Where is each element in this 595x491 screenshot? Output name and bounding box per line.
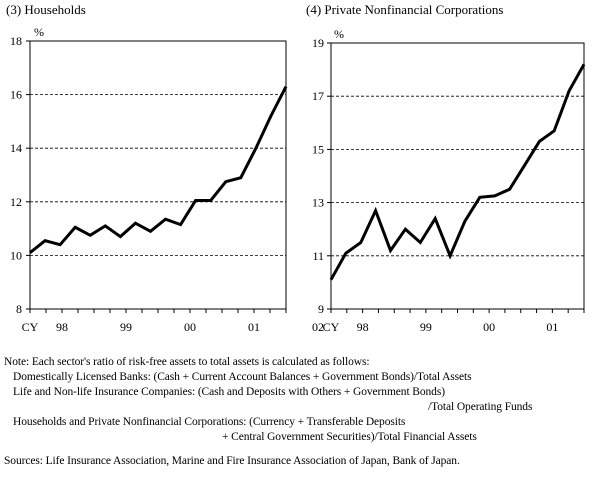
- unit-label: %: [34, 25, 44, 39]
- note-title: Note: Each sector's ratio of risk-free a…: [4, 356, 370, 368]
- series-line: [329, 63, 586, 281]
- chart-title: (4) Private Nonfinancial Corporations: [306, 2, 503, 17]
- chart-private-nonfinancial-corporations: (4) Private Nonfinancial Corporations % …: [306, 2, 586, 334]
- x-tick-label: 01: [546, 320, 558, 334]
- y-tick-label: 17: [312, 89, 324, 103]
- unit-label: %: [334, 27, 344, 41]
- x-tick-label: 98: [357, 320, 369, 334]
- series-line: [29, 85, 288, 254]
- sources-line: Sources: Life Insurance Association, Mar…: [4, 455, 460, 467]
- y-tick-label: 19: [312, 36, 324, 50]
- y-tick-label: 16: [10, 88, 22, 102]
- x-tick-label: 02: [312, 320, 324, 334]
- note-line: Domestically Licensed Banks: (Cash + Cur…: [13, 371, 472, 383]
- y-tick-label: 12: [10, 195, 22, 209]
- y-tick-label: 14: [10, 141, 22, 155]
- chart-title: (3) Households: [6, 2, 86, 17]
- x-tick-label: 00: [483, 320, 495, 334]
- note-line: + Central Government Securities)/Total F…: [222, 431, 477, 443]
- note-line: Life and Non-life Insurance Companies: (…: [13, 386, 445, 398]
- y-tick-label: 11: [312, 249, 324, 263]
- note-line: Households and Private Nonfinancial Corp…: [13, 416, 406, 428]
- plot-frame: [29, 40, 287, 310]
- y-tick-label: 18: [10, 34, 22, 48]
- note-line: /Total Operating Funds: [428, 401, 533, 413]
- x-tick-label: 99: [420, 320, 432, 334]
- y-tick-label: 13: [312, 196, 324, 210]
- notes-section: Note: Each sector's ratio of risk-free a…: [0, 355, 595, 469]
- x-tick-label: CY: [22, 320, 39, 334]
- x-tick-label: 98: [56, 320, 68, 334]
- chart-households: (3) Households % 8 10 12 14 16 18 CY 98 99 00 01 02: [6, 2, 324, 334]
- x-tick-label: 00: [184, 320, 196, 334]
- plot-frame: [330, 42, 585, 310]
- x-tick-label: 01: [248, 320, 260, 334]
- y-tick-label: 8: [16, 302, 22, 316]
- y-tick-label: 9: [318, 302, 324, 316]
- charts-canvas: (3) Households % 8 10 12 14 16 18 CY 98 99 00 01 02…: [6, 2, 586, 334]
- y-tick-label: 15: [312, 142, 324, 156]
- x-tick-label: 99: [120, 320, 132, 334]
- y-tick-label: 10: [10, 248, 22, 262]
- x-tick-label: CY: [323, 320, 340, 334]
